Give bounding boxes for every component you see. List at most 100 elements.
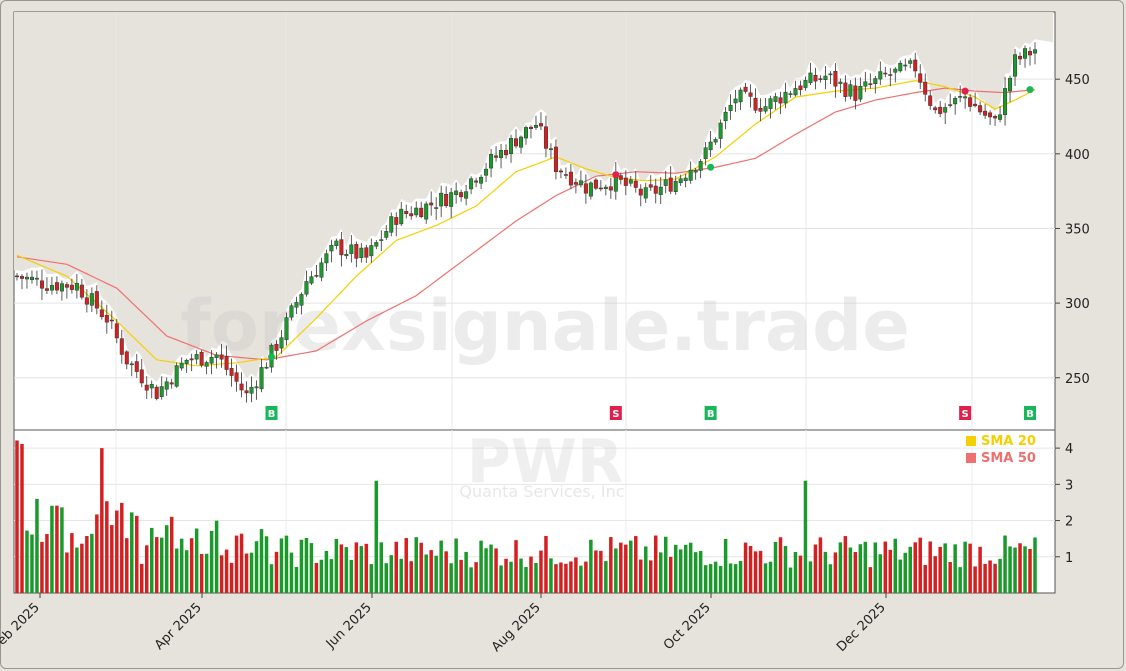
volume-bar bbox=[434, 555, 438, 593]
volume-bar bbox=[90, 533, 94, 593]
volume-bar bbox=[878, 554, 883, 593]
volume-bar bbox=[284, 535, 289, 593]
volume-bar bbox=[753, 551, 758, 593]
volume-bar bbox=[763, 563, 768, 593]
volume-bar bbox=[788, 567, 793, 593]
candle-body bbox=[34, 277, 39, 280]
volume-bar bbox=[668, 556, 673, 593]
volume-bar bbox=[125, 538, 129, 593]
price-tick-label: 250 bbox=[1065, 372, 1090, 387]
volume-bar bbox=[758, 550, 763, 593]
volume-bar bbox=[673, 544, 678, 593]
candle-body bbox=[119, 338, 124, 355]
volume-bar bbox=[589, 539, 593, 593]
volume-bar bbox=[120, 502, 124, 593]
volume-tick-label: 2 bbox=[1065, 515, 1073, 530]
volume-bar bbox=[574, 557, 578, 593]
volume-bar bbox=[913, 542, 917, 593]
volume-bar bbox=[808, 561, 813, 593]
volume-bar bbox=[933, 556, 937, 593]
volume-bar bbox=[858, 544, 863, 593]
candle-body bbox=[179, 362, 184, 369]
candle-body bbox=[788, 93, 793, 95]
volume-bar bbox=[319, 559, 324, 593]
candle-body bbox=[878, 71, 883, 80]
candle-body bbox=[983, 110, 988, 116]
volume-bar bbox=[429, 550, 433, 593]
volume-bar bbox=[1003, 535, 1007, 593]
volume-bar bbox=[379, 542, 384, 593]
volume-bar bbox=[698, 550, 703, 593]
candle-body bbox=[134, 361, 139, 372]
volume-bar bbox=[50, 505, 54, 593]
candle-body bbox=[643, 187, 648, 199]
candle-body bbox=[873, 78, 878, 84]
volume-bar bbox=[703, 565, 708, 593]
volume-bar bbox=[424, 554, 428, 593]
volume-bar bbox=[1023, 546, 1027, 593]
volume-bar bbox=[85, 536, 89, 593]
candle-body bbox=[359, 247, 364, 258]
candle-body bbox=[454, 190, 459, 195]
candle-body bbox=[149, 384, 154, 389]
volume-bar bbox=[404, 538, 408, 593]
volume-bar bbox=[489, 544, 493, 593]
volume-bar bbox=[135, 515, 139, 593]
candle-body bbox=[918, 73, 923, 83]
candle-body bbox=[798, 85, 803, 91]
candle-body bbox=[563, 174, 568, 176]
price-tick-label: 450 bbox=[1065, 73, 1090, 88]
candle-body bbox=[583, 183, 588, 194]
volume-bar bbox=[634, 536, 638, 593]
volume-bar bbox=[678, 549, 683, 593]
volume-bar bbox=[888, 549, 893, 593]
volume-bar bbox=[229, 562, 234, 593]
candle-body bbox=[573, 182, 578, 185]
candle-body bbox=[419, 207, 424, 218]
candle-body bbox=[184, 359, 189, 364]
volume-bar bbox=[619, 542, 623, 593]
volume-bar bbox=[349, 559, 354, 593]
candle-body bbox=[499, 150, 504, 159]
candle-body bbox=[828, 73, 833, 76]
volume-bar bbox=[115, 510, 119, 593]
candle-body bbox=[603, 186, 608, 189]
candle-body bbox=[948, 104, 953, 106]
candle-body bbox=[753, 97, 758, 111]
candle-body bbox=[494, 155, 499, 158]
volume-bar bbox=[728, 563, 733, 593]
time-tick-label: Apr 2025 bbox=[152, 600, 205, 653]
candle-body bbox=[1018, 55, 1023, 60]
volume-tick-label: 3 bbox=[1065, 478, 1073, 493]
volume-bar bbox=[439, 540, 443, 593]
candle-body bbox=[24, 276, 29, 280]
volume-tick-label: 1 bbox=[1065, 551, 1073, 566]
volume-bar bbox=[748, 546, 753, 593]
volume-bar bbox=[893, 538, 898, 593]
signal-dot bbox=[612, 171, 620, 179]
candle-body bbox=[898, 62, 903, 72]
volume-bar bbox=[354, 542, 359, 593]
volume-bar bbox=[963, 541, 967, 593]
candle-body bbox=[868, 83, 873, 85]
candle-body bbox=[449, 192, 454, 207]
candle-body bbox=[668, 177, 673, 192]
signal-label: B bbox=[1026, 409, 1034, 420]
price-tick-label: 350 bbox=[1065, 222, 1090, 237]
volume-bar bbox=[100, 448, 104, 593]
volume-bar bbox=[649, 560, 653, 593]
volume-bar bbox=[848, 547, 853, 593]
candle-body bbox=[883, 72, 888, 75]
signal-label: S bbox=[612, 409, 619, 420]
candle-body bbox=[514, 138, 519, 147]
volume-bar bbox=[294, 567, 299, 593]
time-axis: Feb 2025 Apr 2025 Jun 2025 Aug 2025 Oct 2025… bbox=[0, 593, 889, 655]
candle-body bbox=[284, 317, 289, 340]
volume-bar bbox=[783, 545, 788, 593]
time-tick-label: Feb 2025 bbox=[0, 600, 43, 653]
volume-bar bbox=[738, 560, 743, 593]
volume-bar bbox=[40, 541, 44, 593]
candle-body bbox=[114, 323, 119, 339]
volume-bar bbox=[75, 547, 79, 593]
price-tick-label: 300 bbox=[1065, 297, 1090, 312]
